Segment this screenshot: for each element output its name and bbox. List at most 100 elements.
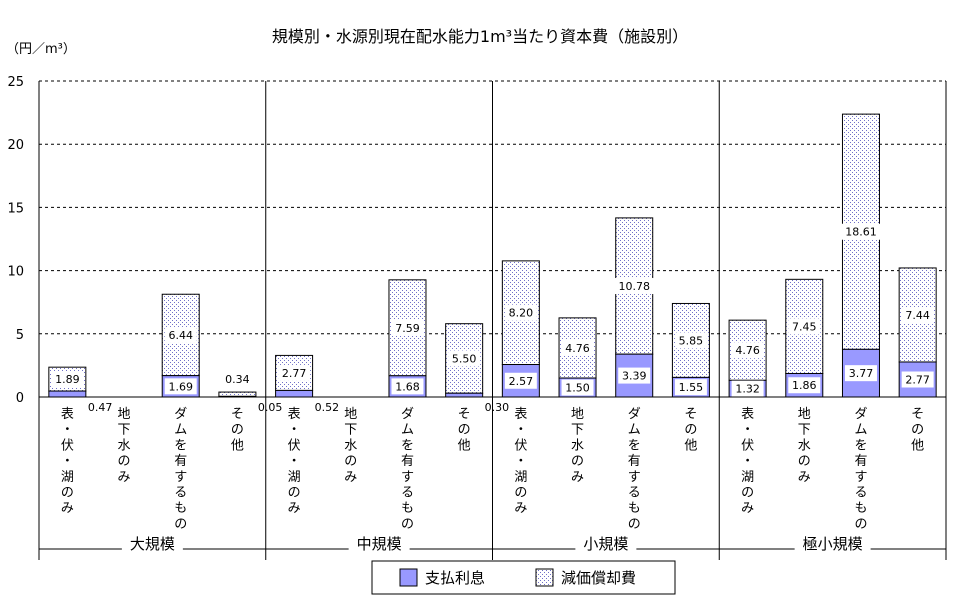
x-category-char: そ bbox=[458, 407, 471, 422]
data-label-bg bbox=[504, 372, 537, 389]
data-label-depreciation: 7.44 bbox=[905, 309, 930, 322]
x-category-label: その他 bbox=[231, 407, 244, 453]
x-category-char: る bbox=[628, 486, 641, 501]
x-category-char: 湖 bbox=[288, 470, 301, 485]
x-category-char: も bbox=[854, 501, 867, 516]
legend-box bbox=[371, 560, 676, 595]
data-label-depreciation: 5.50 bbox=[452, 352, 477, 365]
data-label-depreciation: 2.77 bbox=[282, 367, 307, 380]
data-label-bg bbox=[731, 380, 764, 397]
data-label-interest: 0.47 bbox=[88, 401, 113, 414]
bar-depreciation bbox=[218, 391, 257, 397]
data-label-interest: 3.77 bbox=[849, 367, 874, 380]
x-category-label: 表・伏・湖のみ bbox=[288, 407, 301, 516]
data-label-bg bbox=[278, 364, 311, 381]
data-label-bg bbox=[788, 377, 821, 394]
x-category-char: ダ bbox=[628, 407, 641, 422]
data-label-depreciation: 6.44 bbox=[168, 329, 193, 342]
x-category-char: 水 bbox=[344, 438, 357, 453]
bar-interest bbox=[48, 390, 87, 398]
data-label-depreciation: 7.45 bbox=[792, 320, 817, 333]
x-category-label: ダムを有するもの bbox=[854, 407, 867, 532]
x-category-char: の bbox=[911, 423, 924, 438]
x-category-char: を bbox=[401, 438, 414, 453]
x-category-label: その他 bbox=[911, 407, 924, 453]
data-label-bg bbox=[618, 367, 651, 384]
x-category-char: 水 bbox=[798, 438, 811, 453]
x-category-char: 地 bbox=[798, 407, 811, 422]
x-category-char: 地 bbox=[118, 407, 131, 422]
x-category-char: の bbox=[344, 454, 357, 469]
x-category-char: を bbox=[628, 438, 641, 453]
x-category-char: み bbox=[741, 501, 754, 516]
data-label-interest: 1.32 bbox=[735, 383, 760, 396]
x-category-label: ダムを有するもの bbox=[401, 407, 414, 532]
data-label-bg bbox=[674, 332, 707, 349]
data-label-depreciation: 18.61 bbox=[845, 226, 877, 239]
x-category-char: ・ bbox=[61, 423, 74, 438]
x-group-labels: 大規模 中規模 小規模 極小規模 bbox=[39, 535, 946, 553]
data-label-bg bbox=[901, 306, 934, 323]
y-axis-label: （円／m³） bbox=[6, 42, 76, 57]
x-category-char: 伏 bbox=[741, 438, 754, 453]
x-category-char: の bbox=[741, 486, 754, 501]
x-category-char: 他 bbox=[911, 438, 924, 453]
data-label-interest: 0.52 bbox=[315, 401, 340, 414]
x-category-char: ム bbox=[854, 423, 867, 438]
x-category-char: ・ bbox=[288, 423, 301, 438]
x-category-char: ・ bbox=[61, 454, 74, 469]
x-category-char: る bbox=[174, 486, 187, 501]
data-label-bg bbox=[164, 378, 197, 395]
x-category-char: す bbox=[628, 470, 641, 485]
x-category-label: その他 bbox=[458, 407, 471, 453]
x-category-char: ム bbox=[401, 423, 414, 438]
x-category-labels: 表・伏・湖のみ地下水のみダムを有するものその他表・伏・湖のみ地下水のみダムを有す… bbox=[61, 407, 924, 532]
x-category-char: 表 bbox=[741, 407, 754, 422]
x-category-char: そ bbox=[231, 407, 244, 422]
x-category-char: 有 bbox=[401, 454, 414, 469]
x-category-char: 表 bbox=[61, 407, 74, 422]
data-label-interest: 0.30 bbox=[485, 401, 510, 414]
x-category-char: の bbox=[514, 486, 527, 501]
x-category-char: み bbox=[344, 470, 357, 485]
data-label-bg bbox=[221, 371, 254, 388]
x-category-char: を bbox=[174, 438, 187, 453]
data-label-bg bbox=[901, 371, 934, 388]
x-category-char: る bbox=[854, 486, 867, 501]
y-tick-label: 20 bbox=[7, 138, 24, 153]
x-category-char: ム bbox=[628, 423, 641, 438]
x-category-char: ・ bbox=[514, 454, 527, 469]
x-category-char: 下 bbox=[798, 423, 811, 438]
data-label-interest: 0.05 bbox=[258, 401, 283, 414]
x-category-char: 伏 bbox=[288, 438, 301, 453]
data-label-bg bbox=[674, 379, 707, 396]
data-label-depreciation: 5.85 bbox=[679, 334, 704, 347]
x-category-char: の bbox=[231, 423, 244, 438]
x-category-char: の bbox=[798, 454, 811, 469]
data-label-bg bbox=[504, 304, 537, 321]
data-label-depreciation: 4.76 bbox=[735, 344, 760, 357]
x-category-char: そ bbox=[684, 407, 697, 422]
x-category-label: 表・伏・湖のみ bbox=[741, 407, 754, 516]
x-category-char: ダ bbox=[401, 407, 414, 422]
x-category-char: 下 bbox=[118, 423, 131, 438]
x-category-char: も bbox=[401, 501, 414, 516]
y-tick-label: 5 bbox=[16, 328, 24, 343]
chart-title: 規模別・水源別現在配水能力1m³当たり資本費（施設別） bbox=[272, 27, 688, 46]
x-category-char: 有 bbox=[854, 454, 867, 469]
bar-interest bbox=[275, 389, 314, 398]
x-category-char: す bbox=[174, 470, 187, 485]
data-label-bg bbox=[448, 350, 481, 367]
x-category-label: その他 bbox=[684, 407, 697, 453]
x-category-char: 湖 bbox=[741, 470, 754, 485]
y-tick-label: 15 bbox=[7, 201, 24, 216]
x-category-label: 地下水のみ bbox=[118, 407, 131, 485]
x-category-char: 水 bbox=[118, 438, 131, 453]
data-label-interest: 1.68 bbox=[395, 380, 420, 393]
legend-label-interest: 支払利息 bbox=[425, 569, 485, 587]
data-label-interest: 1.69 bbox=[168, 380, 193, 393]
x-category-char: を bbox=[854, 438, 867, 453]
x-category-char: 湖 bbox=[61, 470, 74, 485]
x-category-char: の bbox=[458, 423, 471, 438]
